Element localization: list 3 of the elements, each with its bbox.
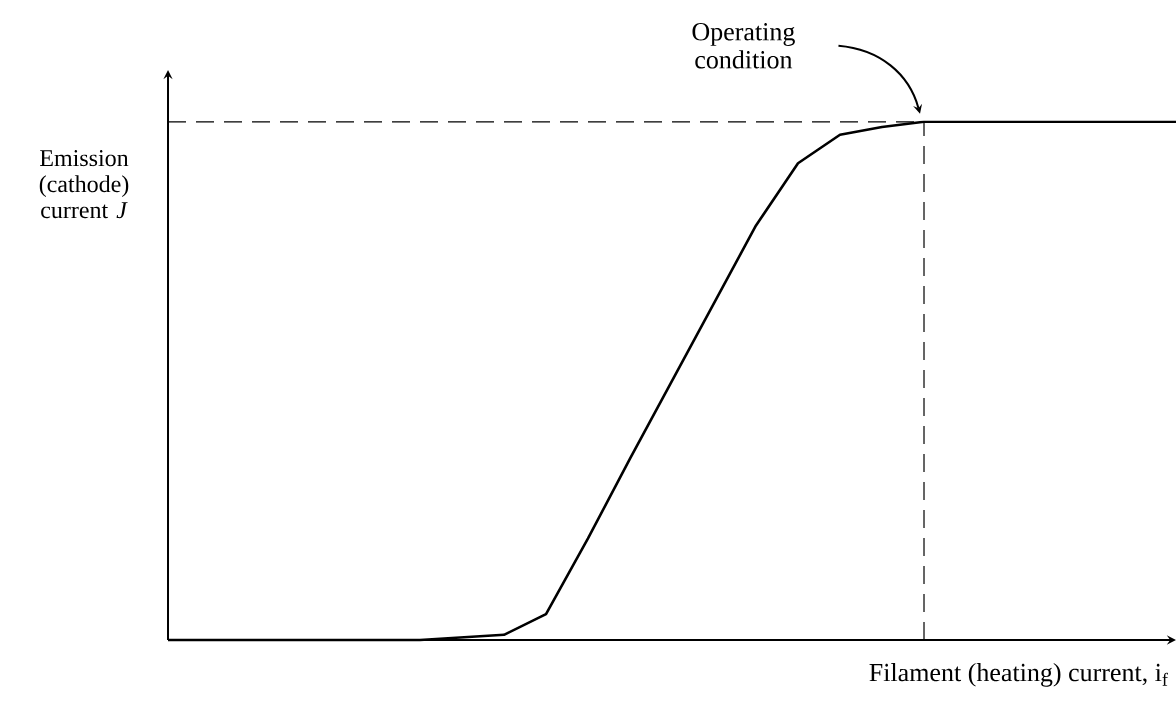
y-axis-title: Emission (cathode) current J	[39, 150, 129, 219]
x-axis-title: Filament (heating) current, i$_{f}$	[869, 663, 1168, 687]
annotation: Operating condition	[692, 23, 795, 69]
